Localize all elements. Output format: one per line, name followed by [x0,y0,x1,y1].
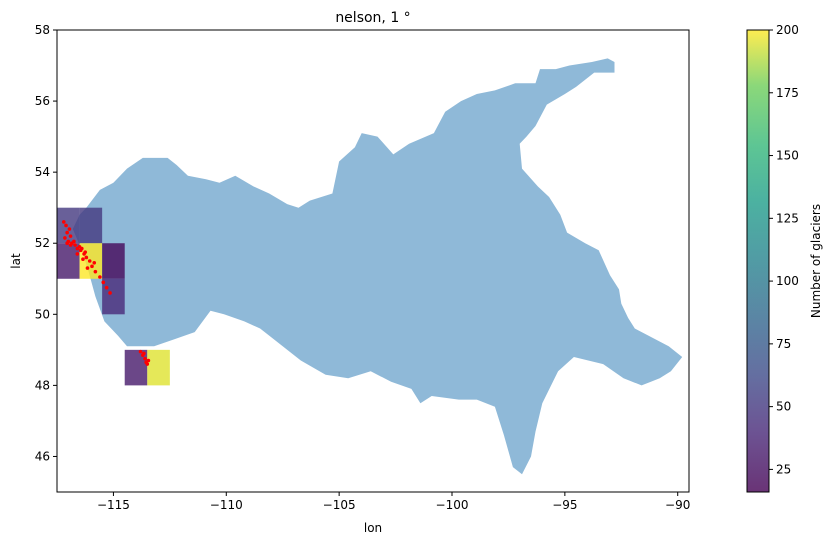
plot-area [57,58,683,475]
x-axis: −115 −110 −105 −100 −95 −90 [97,492,690,512]
colorbar-tick-label: 50 [776,400,791,414]
colorbar-tick-label: 175 [776,86,799,100]
colorbar-tick-label: 150 [776,149,799,163]
chart-title: nelson, 1 ° [335,10,410,26]
glacier-points [61,220,151,366]
y-axis: 46 48 50 52 54 56 58 [35,23,57,463]
y-tick-label: 52 [35,236,50,250]
grid-cell [102,243,125,279]
glacier-point [65,241,69,246]
glacier-point [93,269,98,274]
glacier-point [68,243,73,247]
x-tick-label: −95 [552,498,577,512]
glacier-point [83,250,88,254]
glacier-point [101,280,106,285]
x-tick-label: −105 [323,498,356,512]
y-tick-label: 48 [35,378,50,392]
x-tick-label: −90 [665,498,690,512]
colorbar-tick-label: 75 [776,337,791,351]
y-tick-label: 50 [35,307,50,321]
y-tick-label: 54 [35,165,50,179]
glacier-point [81,257,85,262]
glacier-point [67,227,72,231]
colorbar-tick-label: 125 [776,211,799,225]
colorbar-gradient [747,30,769,492]
glacier-point [63,236,67,240]
glacier-point [104,285,109,290]
basin-polygon [72,58,683,475]
grid-cell [147,349,170,386]
y-axis-label: lat [9,253,23,269]
glacier-point [87,259,92,263]
glacier-point [90,264,94,269]
glacier-point [145,362,150,366]
grid-cell [124,349,148,386]
colorbar-frame [746,29,770,493]
glacier-point [80,246,84,251]
grid-cell [79,207,103,244]
colorbar-label: Number of glaciers [809,204,823,318]
colorbar-tick-label: 100 [776,274,799,288]
plot-frame [56,29,690,493]
glacier-point [98,275,102,279]
grid-cell [57,243,80,279]
glacier-point [142,351,146,356]
glacier-point [92,260,97,265]
x-axis-label: lon [364,521,382,535]
glacier-point [68,234,73,238]
glacier-point [146,358,151,363]
colorbar: 25 50 75 100 125 150 175 200 Number of glaciers [746,23,823,493]
grid-cell [57,207,80,244]
glacier-point [138,349,143,354]
x-tick-label: −110 [210,498,243,512]
glacier-point [65,230,69,235]
glacier-point [75,252,80,256]
colorbar-ticks: 25 50 75 100 125 150 175 200 [769,23,799,476]
x-tick-label: −100 [436,498,469,512]
y-tick-label: 56 [35,94,50,108]
y-tick-label: 58 [35,23,50,37]
glacier-point [143,356,147,361]
colorbar-tick-label: 25 [776,462,791,476]
glacier-point [72,239,76,244]
glacier-point [84,255,89,260]
colorbar-tick-label: 200 [776,23,799,37]
glacier-point [64,223,68,228]
x-tick-label: −115 [97,498,130,512]
glacier-point [61,220,66,224]
grid-cell [102,278,125,315]
glacier-point [85,266,90,270]
y-tick-label: 46 [35,449,50,463]
glacier-point [73,243,77,247]
glacier-point [108,291,112,295]
